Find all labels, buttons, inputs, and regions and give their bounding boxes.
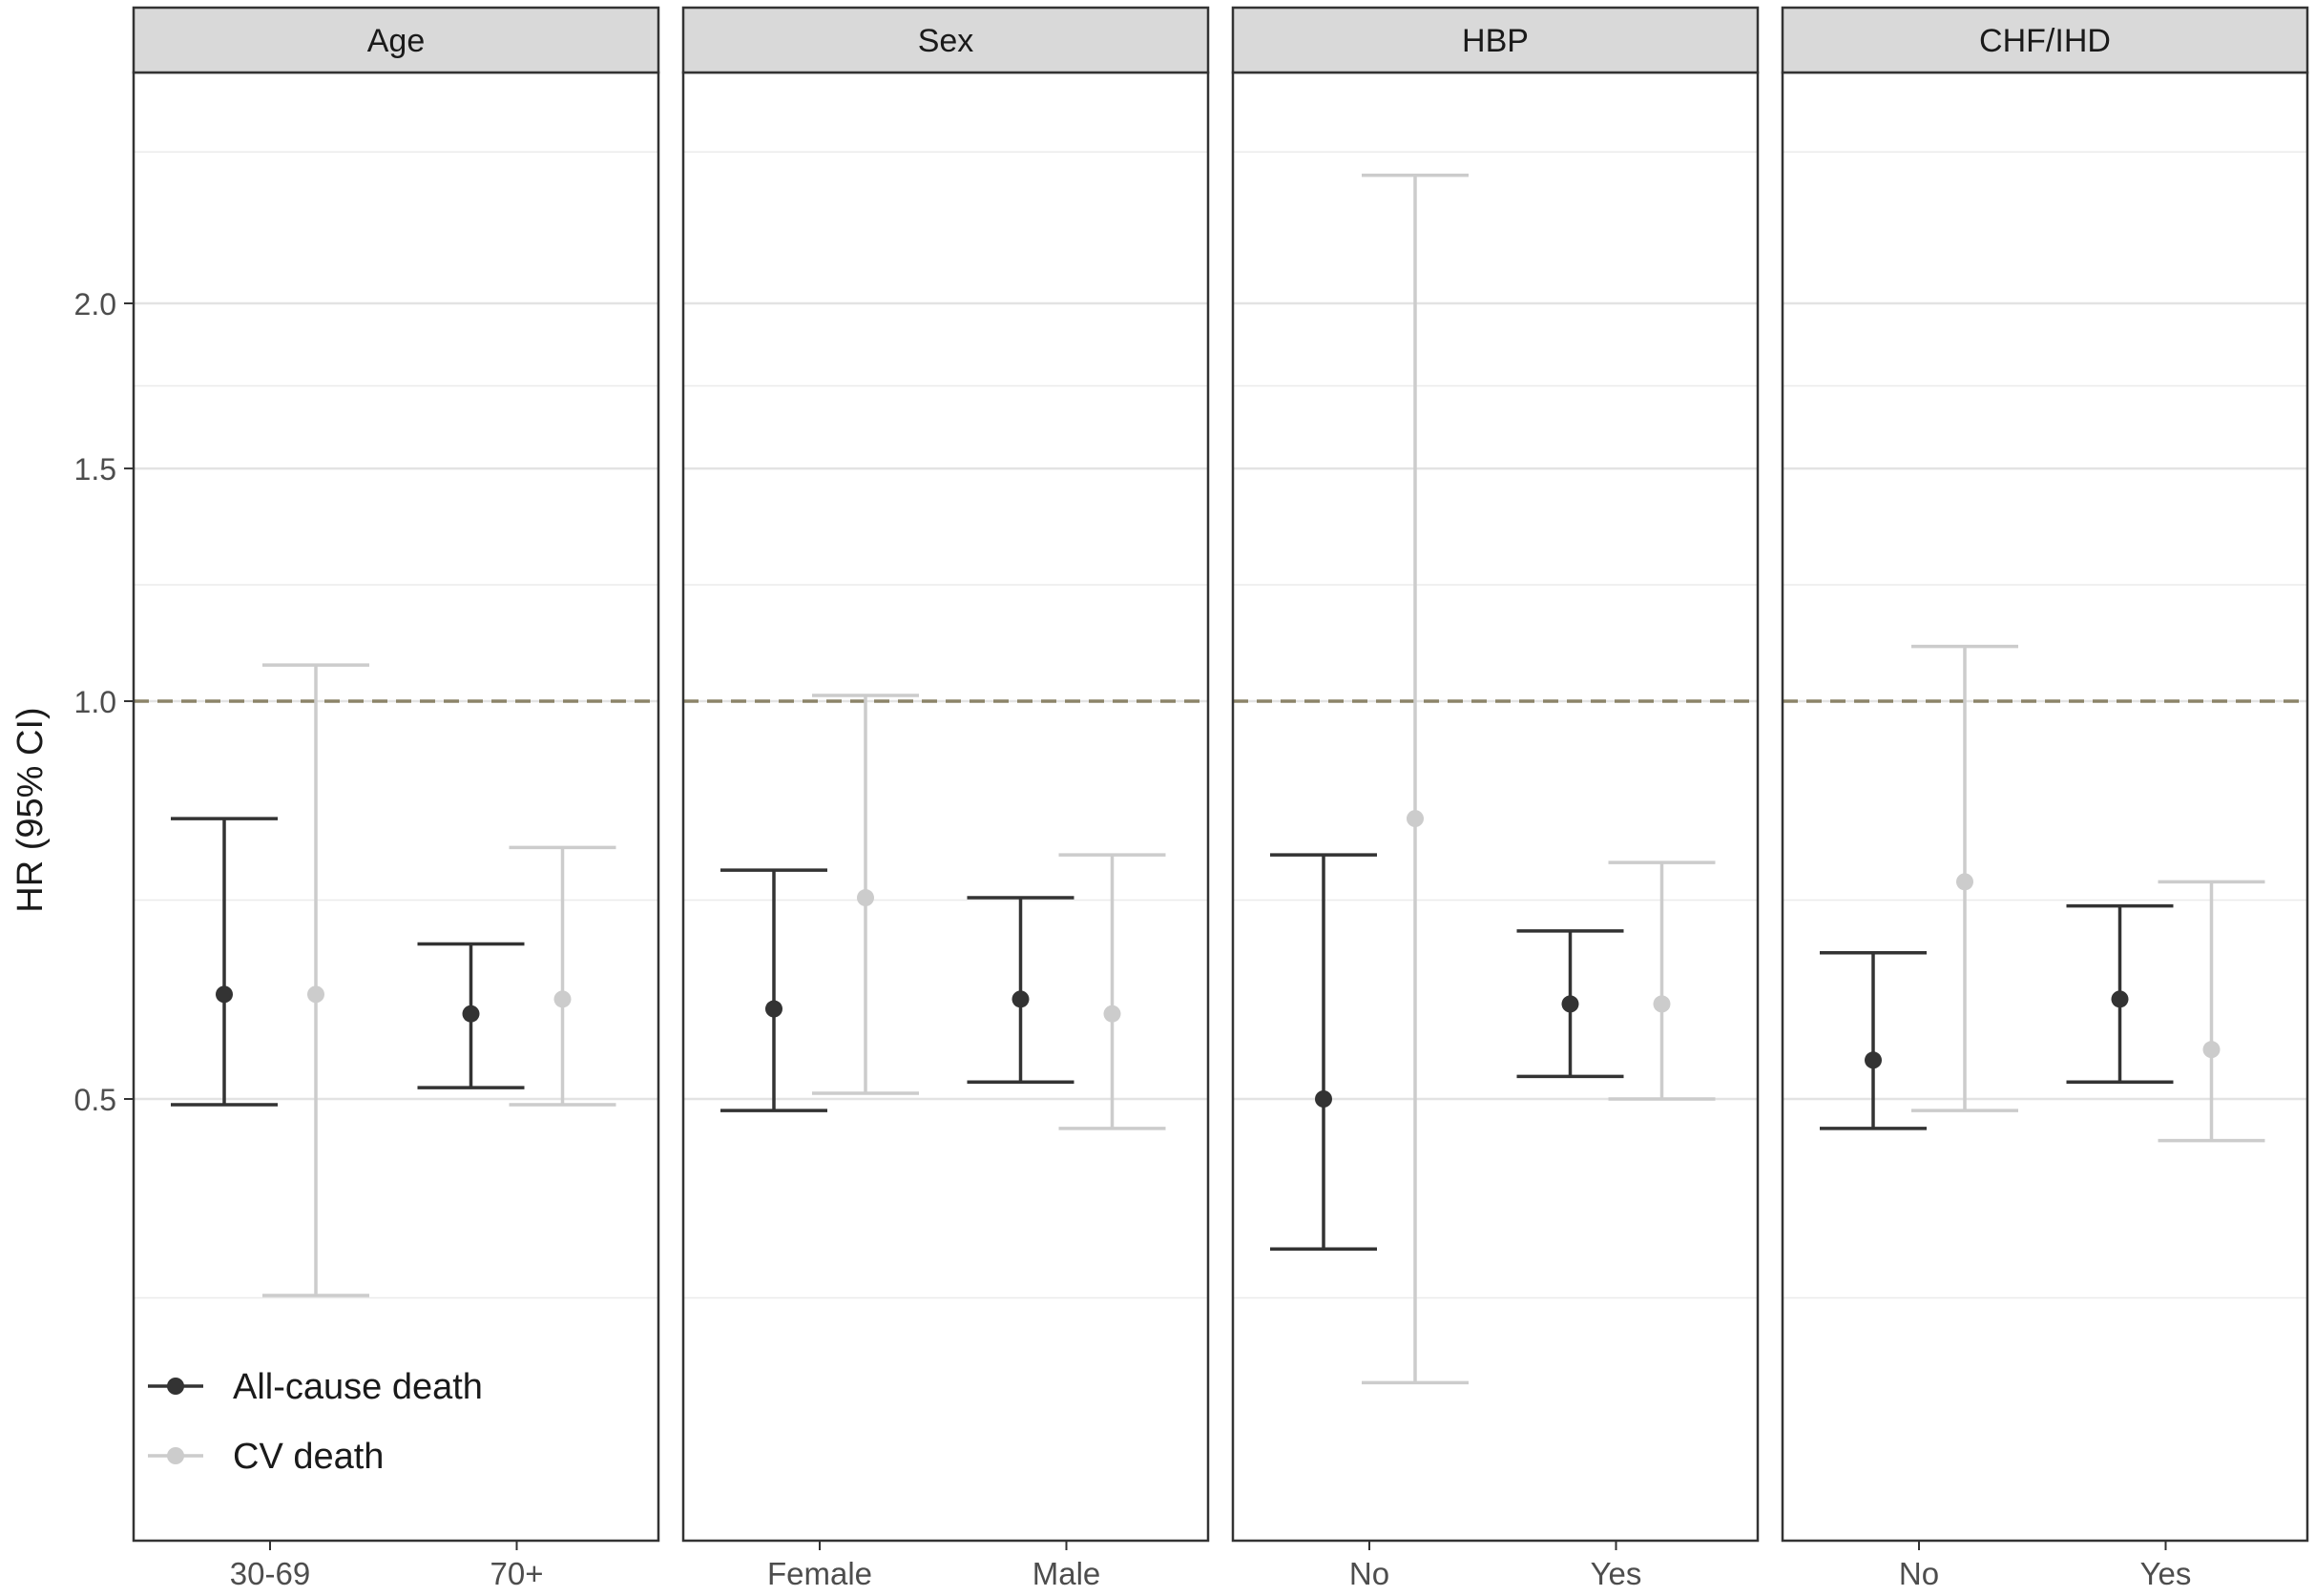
- point-estimate: [1653, 995, 1671, 1013]
- x-tick-label: Female: [767, 1556, 872, 1591]
- panels: Age 30-69 70+ Sex Female Male HBP No Yes CHF/IHD N…: [132, 6, 2309, 1591]
- x-tick-label: Yes: [1591, 1556, 1642, 1591]
- legend-label: CV death: [233, 1437, 384, 1477]
- x-tick-label: No: [1349, 1556, 1389, 1591]
- point-estimate: [1865, 1051, 1882, 1069]
- strip-header: [681, 6, 1210, 74]
- point-estimate: [1956, 873, 1973, 891]
- point-estimate: [1407, 810, 1424, 828]
- point-estimate: [765, 1000, 782, 1018]
- strip-title: HBP: [1462, 23, 1529, 59]
- strip-header: [1231, 6, 1760, 74]
- panel-background: [683, 73, 1208, 1541]
- legend-key-point: [167, 1378, 184, 1395]
- strip-title: CHF/IHD: [1979, 23, 2111, 59]
- point-estimate: [216, 985, 233, 1004]
- point-estimate: [553, 990, 572, 1008]
- legend: All-cause death CV death: [148, 1367, 483, 1477]
- strip-title: Sex: [918, 23, 974, 59]
- panel-background: [134, 73, 658, 1541]
- panel-age: Age 30-69 70+: [132, 6, 660, 1591]
- point-estimate: [307, 985, 324, 1004]
- y-axis: 0.5 1.0 1.5 2.0: [74, 287, 134, 1117]
- x-tick-label: Yes: [2140, 1556, 2192, 1591]
- y-tick-label: 1.5: [74, 452, 116, 487]
- point-estimate: [2202, 1041, 2221, 1059]
- x-tick-label: 70+: [490, 1556, 544, 1591]
- legend-label: All-cause death: [233, 1367, 483, 1407]
- point-estimate: [857, 889, 874, 907]
- panel-hbp: HBP No Yes: [1231, 6, 1760, 1591]
- point-estimate: [2111, 990, 2129, 1008]
- point-estimate: [1315, 1090, 1332, 1108]
- panel-background: [1233, 73, 1758, 1541]
- y-tick-label: 1.0: [74, 685, 116, 719]
- point-estimate: [1103, 1005, 1121, 1023]
- x-tick-label: No: [1899, 1556, 1939, 1591]
- strip-header: [132, 6, 660, 74]
- x-tick-label: Male: [1032, 1556, 1101, 1591]
- strip-title: Age: [367, 23, 426, 59]
- x-tick-label: 30-69: [230, 1556, 310, 1591]
- panel-background: [1783, 73, 2307, 1541]
- point-estimate: [1012, 990, 1030, 1008]
- point-estimate: [462, 1005, 480, 1023]
- y-axis-label: HR (95% CI): [10, 707, 51, 912]
- y-tick-label: 2.0: [74, 287, 116, 321]
- panel-sex: Sex Female Male: [681, 6, 1210, 1591]
- y-tick-label: 0.5: [74, 1083, 116, 1117]
- point-estimate: [1561, 995, 1579, 1013]
- strip-header: [1781, 6, 2309, 74]
- legend-key-point: [167, 1447, 184, 1464]
- panel-chf-ihd: CHF/IHD No Yes: [1781, 6, 2309, 1591]
